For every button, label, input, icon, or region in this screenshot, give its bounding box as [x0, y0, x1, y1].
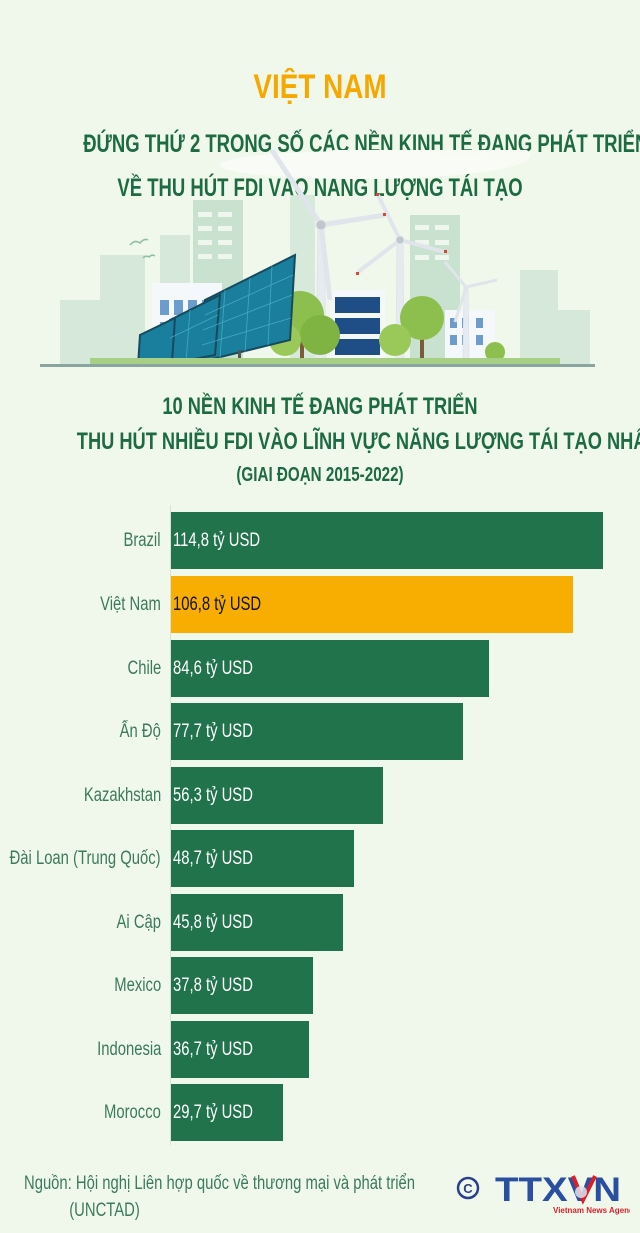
logo-tagline: Vietnam News Agency — [553, 1206, 630, 1215]
bar-highlighted — [171, 576, 573, 633]
svg-text:TTXVN: TTXVN — [495, 1171, 621, 1209]
value-label: 56,3 tỷ USD — [173, 785, 253, 806]
value-label: 36,7 tỷ USD — [173, 1039, 253, 1060]
value-label: 106,8 tỷ USD — [173, 594, 262, 615]
bar-row-an-do: Ấn Độ 77,7 tỷ USD — [0, 703, 640, 760]
chart-title-line-1: 10 NỀN KINH TẾ ĐANG PHÁT TRIỂN — [162, 393, 478, 420]
bar-row-chile: Chile 84,6 tỷ USD — [0, 640, 640, 697]
bar — [171, 1021, 309, 1078]
bar-row-viet-nam: Việt Nam 106,8 tỷ USD — [0, 576, 640, 633]
value-label: 48,7 tỷ USD — [173, 848, 253, 869]
value-label: 114,8 tỷ USD — [173, 530, 261, 551]
category-label: Chile — [127, 658, 161, 679]
y-axis-line — [170, 505, 171, 1145]
bar-row-morocco: Morocco 29,7 tỷ USD — [0, 1084, 640, 1141]
category-label: Việt Nam — [100, 594, 161, 615]
bar — [171, 640, 489, 697]
bar-row-ai-cap: Ai Cập 45,8 tỷ USD — [0, 894, 640, 951]
category-label: Mexico — [114, 975, 161, 996]
bar-row-dai-loan: Đài Loan (Trung Quốc) 48,7 tỷ USD — [0, 830, 640, 887]
bar — [171, 703, 463, 760]
category-label: Ai Cập — [116, 912, 161, 933]
chart-subtitle: (GIAI ĐOẠN 2015-2022) — [236, 464, 404, 486]
bar — [171, 767, 383, 824]
category-label: Ấn Độ — [119, 721, 161, 742]
value-label: 84,6 tỷ USD — [173, 658, 253, 679]
category-label: Morocco — [104, 1102, 161, 1123]
bar — [171, 1084, 283, 1141]
bar — [171, 894, 343, 951]
tree-icon — [379, 296, 444, 365]
bar — [171, 512, 603, 569]
solar-panel-icon — [136, 253, 297, 368]
copyright-icon: C — [456, 1176, 480, 1200]
chart-title-line-2: THU HÚT NHIỀU FDI VÀO LĨNH VỰC NĂNG LƯỢN… — [76, 428, 640, 455]
value-label: 29,7 tỷ USD — [173, 1102, 253, 1123]
source-line-2: (UNCTAD) — [69, 1200, 140, 1221]
category-label: Indonesia — [96, 1039, 161, 1060]
ttxvn-logo: C TTXVN Vietnam News Agency — [455, 1170, 638, 1220]
bar — [171, 830, 354, 887]
category-label: Kazakhstan — [83, 785, 161, 806]
source-note: Nguồn: Hội nghị Liên hợp quốc về thương … — [24, 1170, 415, 1224]
value-label: 37,8 tỷ USD — [173, 975, 253, 996]
bar-row-mexico: Mexico 37,8 tỷ USD — [0, 957, 640, 1014]
value-label: 45,8 tỷ USD — [173, 912, 253, 933]
subtitle-line-2: VỀ THU HÚT FDI VÀO NĂNG LƯỢNG TÁI TẠO — [117, 174, 523, 202]
category-label: Brazil — [123, 530, 161, 551]
main-title: VIỆT NAM — [253, 68, 387, 106]
bar-row-indonesia: Indonesia 36,7 tỷ USD — [0, 1021, 640, 1078]
source-line-1: Nguồn: Hội nghị Liên hợp quốc về thương … — [24, 1173, 416, 1194]
category-label: Đài Loan (Trung Quốc) — [9, 848, 161, 869]
bar — [171, 957, 313, 1014]
svg-text:C: C — [463, 1181, 473, 1196]
value-label: 77,7 tỷ USD — [173, 721, 253, 742]
bar-row-kazakhstan: Kazakhstan 56,3 tỷ USD — [0, 767, 640, 824]
wind-turbine-icon — [268, 150, 386, 366]
bar-row-brazil: Brazil 114,8 tỷ USD — [0, 512, 640, 569]
renewable-city-illustration — [40, 150, 595, 368]
